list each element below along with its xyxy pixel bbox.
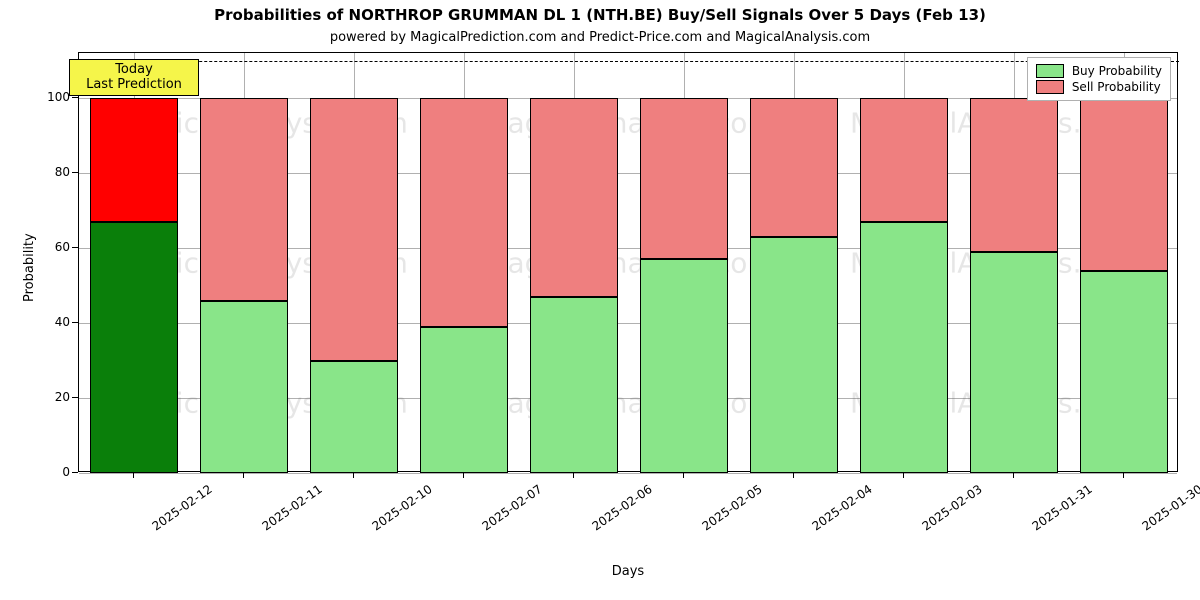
x-tick-mark (353, 472, 354, 478)
x-tick-label: 2025-02-03 (920, 482, 985, 533)
x-tick-mark (133, 472, 134, 478)
buy-bar (420, 327, 508, 473)
y-tick-label: 40 (30, 315, 70, 329)
sell-bar (1080, 98, 1168, 271)
x-tick-mark (573, 472, 574, 478)
buy-bar (750, 237, 838, 473)
y-tick-label: 60 (30, 240, 70, 254)
sell-bar (640, 98, 728, 259)
y-tick-mark (72, 247, 78, 248)
legend-item: Sell Probability (1036, 80, 1162, 94)
x-tick-label: 2025-02-11 (260, 482, 325, 533)
threshold-line (79, 61, 1179, 62)
legend-label: Buy Probability (1072, 64, 1162, 78)
buy-bar (970, 252, 1058, 473)
y-tick-mark (72, 97, 78, 98)
sell-bar (310, 98, 398, 361)
annotation-line2: Last Prediction (76, 77, 192, 93)
buy-bar (860, 222, 948, 473)
chart-subtitle: powered by MagicalPrediction.com and Pre… (0, 30, 1200, 45)
x-tick-label: 2025-01-30 (1140, 482, 1200, 533)
buy-bar (640, 259, 728, 473)
y-tick-label: 80 (30, 165, 70, 179)
watermark-text: MagicalAnalysis.com (483, 107, 774, 140)
buy-bar (1080, 271, 1168, 474)
y-tick-label: 100 (30, 90, 70, 104)
x-tick-label: 2025-02-10 (370, 482, 435, 533)
x-axis-label: Days (78, 564, 1178, 579)
watermark-text: MagicalAnalysis.com (483, 247, 774, 280)
x-tick-mark (1013, 472, 1014, 478)
plot-area: MagicalAnalysis.com MagicalAnalysis.com Ma… (78, 52, 1178, 472)
annotation-line1: Today (76, 62, 192, 78)
sell-bar (970, 98, 1058, 252)
x-tick-label: 2025-02-04 (810, 482, 875, 533)
y-tick-label: 0 (30, 465, 70, 479)
buy-bar (200, 301, 288, 474)
legend-label: Sell Probability (1072, 80, 1161, 94)
y-tick-mark (72, 172, 78, 173)
chart-title: Probabilities of NORTHROP GRUMMAN DL 1 (… (0, 6, 1200, 24)
legend-item: Buy Probability (1036, 64, 1162, 78)
x-tick-mark (463, 472, 464, 478)
x-tick-mark (683, 472, 684, 478)
buy-bar (530, 297, 618, 473)
sell-bar (200, 98, 288, 301)
x-tick-mark (793, 472, 794, 478)
x-tick-label: 2025-01-31 (1030, 482, 1095, 533)
legend-swatch (1036, 64, 1064, 78)
y-tick-mark (72, 472, 78, 473)
today-annotation: Today Last Prediction (69, 59, 199, 96)
x-tick-mark (243, 472, 244, 478)
buy-bar (90, 222, 178, 473)
sell-bar (530, 98, 618, 297)
chart-container: Probabilities of NORTHROP GRUMMAN DL 1 (… (0, 0, 1200, 600)
x-tick-label: 2025-02-05 (700, 482, 765, 533)
sell-bar (90, 98, 178, 222)
buy-bar (310, 361, 398, 474)
sell-bar (860, 98, 948, 222)
y-tick-mark (72, 322, 78, 323)
y-tick-label: 20 (30, 390, 70, 404)
legend: Buy Probability Sell Probability (1027, 57, 1171, 101)
x-tick-label: 2025-02-07 (480, 482, 545, 533)
sell-bar (420, 98, 508, 327)
x-tick-mark (1123, 472, 1124, 478)
watermark-text: MagicalAnalysis.com (483, 387, 774, 420)
x-tick-mark (903, 472, 904, 478)
legend-swatch (1036, 80, 1064, 94)
sell-bar (750, 98, 838, 237)
x-tick-label: 2025-02-06 (590, 482, 655, 533)
x-tick-label: 2025-02-12 (150, 482, 215, 533)
y-tick-mark (72, 397, 78, 398)
